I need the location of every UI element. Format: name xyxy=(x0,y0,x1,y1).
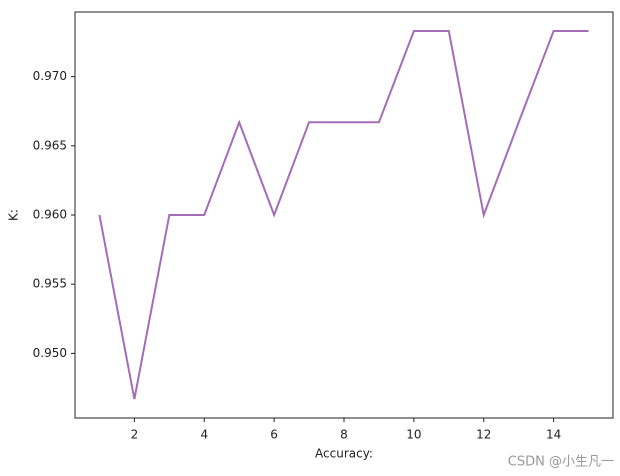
y-tick-label: 0.950 xyxy=(33,346,67,360)
x-tick-label: 14 xyxy=(546,428,561,442)
x-tick-label: 12 xyxy=(476,428,491,442)
x-tick-label: 8 xyxy=(340,428,348,442)
y-axis-label: K: xyxy=(7,209,21,221)
x-axis-label: Accuracy: xyxy=(315,447,373,461)
x-tick-label: 6 xyxy=(270,428,278,442)
x-tick-label: 4 xyxy=(200,428,208,442)
x-tick-label: 2 xyxy=(131,428,139,442)
y-tick-label: 0.965 xyxy=(33,138,67,152)
y-tick-label: 0.970 xyxy=(33,69,67,83)
plot-frame xyxy=(74,11,614,419)
x-tick-label: 10 xyxy=(406,428,421,442)
y-tick-label: 0.955 xyxy=(33,277,67,291)
data-line xyxy=(98,29,589,400)
y-tick-label: 0.960 xyxy=(33,208,67,222)
watermark: CSDN @小生凡一 xyxy=(508,455,614,470)
